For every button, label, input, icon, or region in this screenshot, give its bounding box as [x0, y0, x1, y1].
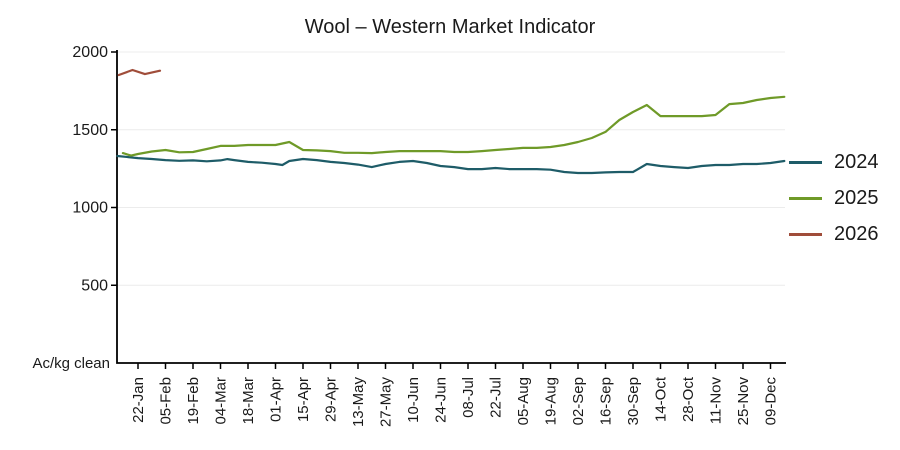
x-tick-label: 30-Sep: [625, 377, 642, 425]
x-tick-label: 11-Nov: [708, 377, 725, 425]
x-tick-label: 13-May: [350, 377, 367, 428]
series-line-2026: [117, 68, 162, 77]
x-tick-label: 18-Mar: [240, 377, 257, 425]
legend-swatch-2025: [789, 196, 822, 200]
x-tick-label: 05-Feb: [158, 377, 175, 425]
series-line-2024: [116, 154, 786, 175]
x-tick-label: 14-Oct: [653, 376, 670, 422]
x-tick-label: 22-Jan: [130, 377, 147, 423]
legend-item-2026: 2026: [789, 216, 879, 252]
y-tick-label: 500: [81, 277, 108, 294]
legend-swatch-2026: [789, 232, 822, 236]
x-tick-label: 04-Mar: [213, 377, 230, 425]
legend-item-2025: 2025: [789, 180, 879, 216]
y-tick-label: 2000: [72, 44, 108, 61]
x-tick-label: 10-Jun: [405, 377, 422, 423]
legend-label-2024: 2024: [834, 151, 879, 173]
x-tick-label: 09-Dec: [763, 377, 780, 426]
legend-item-2024: 2024: [789, 144, 879, 180]
x-tick-label: 29-Apr: [323, 377, 340, 422]
x-tick-label: 25-Nov: [735, 377, 752, 426]
chart-title: Wool – Western Market Indicator: [304, 16, 596, 38]
x-tick-label: 19-Feb: [185, 377, 202, 425]
x-tick-label: 22-Jul: [488, 377, 505, 418]
y-tick-label: 1500: [72, 122, 108, 139]
x-tick-label: 05-Aug: [515, 377, 532, 425]
x-tick-label: 02-Sep: [570, 377, 587, 425]
x-tick-label: 16-Sep: [598, 377, 615, 425]
x-tick-label: 27-May: [378, 377, 395, 428]
axis-lines: [116, 50, 786, 364]
y-axis-unit-label: Ac/kg clean: [32, 355, 110, 372]
x-tick-label: 19-Aug: [543, 377, 560, 425]
y-tick-label: 1000: [72, 200, 108, 217]
series-line-2025: [121, 95, 786, 157]
x-tick-label: 28-Oct: [680, 376, 697, 422]
legend-label-2026: 2026: [834, 223, 879, 245]
x-tick-label: 08-Jul: [460, 377, 477, 418]
x-tick-label: 24-Jun: [433, 377, 450, 423]
x-tick-label: 15-Apr: [295, 377, 312, 422]
legend: 2024 2025 2026: [789, 144, 879, 252]
x-tick-label: 01-Apr: [268, 377, 285, 422]
legend-label-2025: 2025: [834, 187, 879, 209]
legend-swatch-2024: [789, 160, 822, 164]
